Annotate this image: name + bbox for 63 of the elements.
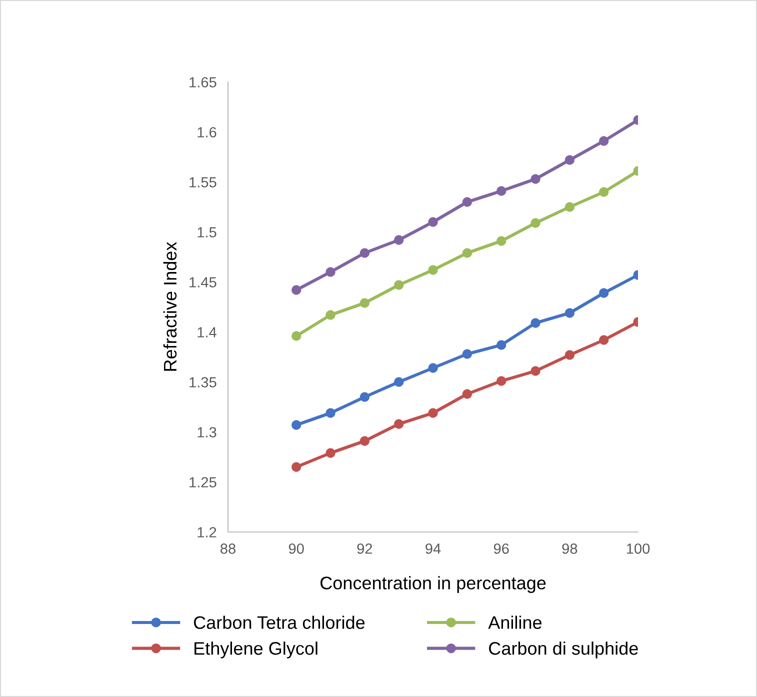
point — [326, 408, 336, 418]
point — [326, 267, 336, 277]
y-tick-label: 1.65 — [190, 77, 216, 88]
legend-label: Ethylene Glycol — [194, 642, 318, 658]
x-tick-label: 94 — [426, 543, 441, 554]
y-tick-label: 1.5 — [198, 227, 216, 238]
x-tick-label: 100 — [626, 543, 650, 554]
y-tick-label: 1.35 — [190, 377, 216, 388]
point — [462, 248, 472, 258]
legend-label: Aniline — [488, 616, 542, 629]
point — [496, 340, 506, 350]
point — [462, 349, 472, 359]
point — [496, 186, 506, 196]
y-tick-label: 1.4 — [198, 327, 216, 338]
point — [462, 389, 472, 399]
point — [394, 235, 404, 245]
point — [291, 331, 302, 341]
x-axis-title: Concentration in percentage — [320, 576, 546, 593]
y-tick-label: 1.3 — [198, 427, 216, 438]
point — [326, 310, 336, 320]
point — [530, 174, 540, 184]
x-tick-label: 88 — [220, 543, 236, 554]
point — [394, 280, 404, 290]
point — [428, 265, 438, 275]
point — [360, 392, 370, 402]
point — [360, 248, 370, 258]
point — [360, 436, 370, 446]
y-tick-label: 1.6 — [198, 127, 216, 138]
point — [496, 236, 506, 246]
y-tick-label: 1.55 — [190, 177, 216, 188]
point — [530, 318, 540, 328]
point — [496, 376, 506, 386]
point — [564, 350, 575, 360]
point — [564, 308, 575, 318]
point — [598, 187, 609, 197]
point — [428, 408, 438, 418]
point — [598, 335, 609, 345]
y-axis-title: Refractive Index — [163, 242, 177, 371]
point — [530, 366, 540, 376]
point — [394, 419, 404, 429]
point — [291, 420, 302, 430]
legend-label: Carbon Tetra chloride — [194, 616, 365, 629]
point — [360, 298, 370, 308]
legend-label: Carbon di sulphide — [489, 642, 638, 658]
x-tick-label: 90 — [288, 543, 304, 554]
point — [530, 218, 540, 228]
y-tick-label: 1.2 — [198, 527, 216, 538]
point — [598, 136, 609, 146]
point — [462, 197, 472, 207]
point — [291, 462, 302, 472]
x-tick-label: 98 — [562, 543, 578, 554]
point — [428, 363, 438, 373]
x-tick-label: 96 — [494, 543, 509, 554]
y-tick-label: 1.45 — [190, 277, 216, 288]
y-tick-label: 1.25 — [190, 477, 216, 488]
point — [326, 448, 336, 458]
point — [291, 285, 302, 295]
point — [598, 288, 609, 298]
point — [564, 155, 575, 165]
point — [428, 217, 438, 227]
x-tick-label: 92 — [357, 543, 372, 554]
point — [564, 202, 575, 212]
point — [394, 377, 404, 387]
